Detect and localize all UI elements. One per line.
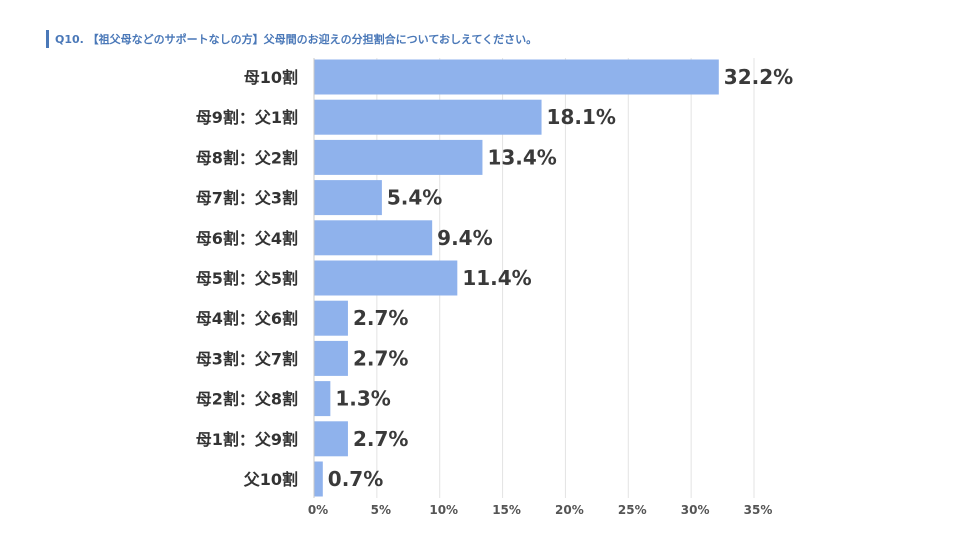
data-label: 2.7%: [353, 346, 408, 370]
x-tick-label: 0%: [308, 503, 328, 517]
bar: [314, 300, 348, 336]
data-label: 11.4%: [462, 266, 531, 290]
category-label: 母2割：父8割: [196, 390, 298, 409]
bar: [314, 461, 323, 497]
data-label: 9.4%: [437, 226, 492, 250]
data-label: 18.1%: [547, 105, 616, 129]
bar: [314, 59, 719, 95]
bar: [314, 180, 382, 216]
x-tick-label: 30%: [681, 503, 710, 517]
data-label: 5.4%: [387, 186, 442, 210]
bar: [314, 421, 348, 457]
data-label: 1.3%: [335, 387, 390, 411]
category-label: 母10割: [244, 68, 298, 87]
data-label: 2.7%: [353, 306, 408, 330]
bar: [314, 99, 542, 135]
data-label: 2.7%: [353, 427, 408, 451]
data-label: 13.4%: [487, 145, 556, 169]
bar: [314, 220, 433, 256]
x-tick-label: 10%: [429, 503, 458, 517]
bar: [314, 381, 331, 417]
x-tick-label: 35%: [744, 503, 773, 517]
chart-title: Q10. 【祖父母などのサポートなしの方】父母間のお迎えの分担割合についておしえ…: [55, 33, 538, 46]
bar: [314, 139, 483, 175]
x-tick-label: 15%: [492, 503, 521, 517]
category-label: 父10割: [243, 470, 298, 489]
category-label: 母3割：父7割: [196, 349, 298, 368]
x-tick-label: 20%: [555, 503, 584, 517]
category-label: 母6割：父4割: [196, 229, 298, 248]
category-label: 母5割：父5割: [196, 269, 298, 288]
data-label: 0.7%: [328, 467, 383, 491]
bar: [314, 340, 348, 376]
category-label: 母8割：父2割: [196, 148, 298, 167]
chart-title-block: Q10. 【祖父母などのサポートなしの方】父母間のお迎えの分担割合についておしえ…: [46, 30, 537, 48]
data-label: 32.2%: [724, 65, 793, 89]
category-label: 母9割：父1割: [196, 108, 298, 127]
bar: [314, 260, 458, 296]
x-tick-label: 25%: [618, 503, 647, 517]
x-tick-label: 5%: [371, 503, 391, 517]
category-label: 母4割：父6割: [196, 309, 298, 328]
category-label: 母1割：父9割: [196, 430, 298, 449]
category-label: 母7割：父3割: [196, 189, 298, 208]
